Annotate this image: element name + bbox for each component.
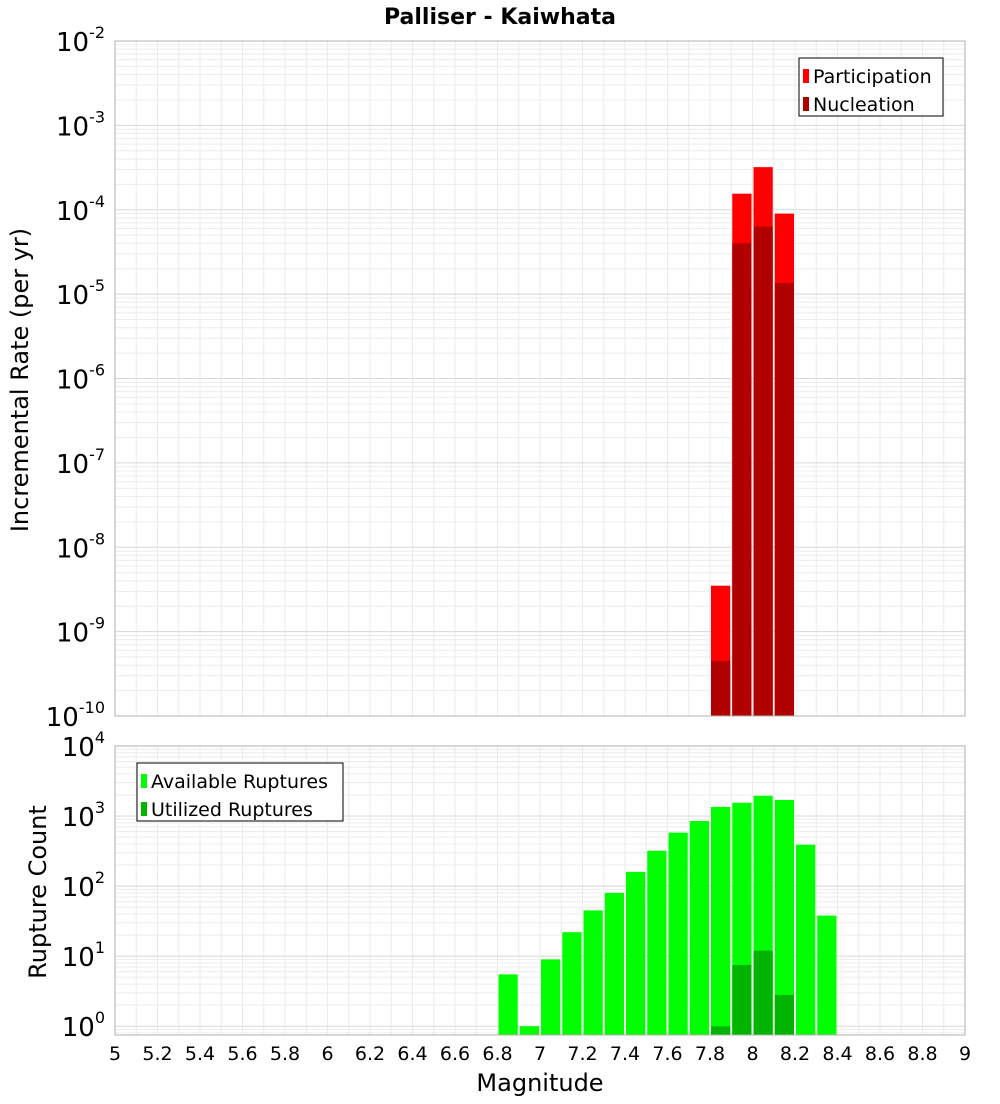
- legend-swatch: [803, 69, 809, 83]
- x-axis-label: Magnitude: [476, 1069, 603, 1097]
- y-tick-label-0: 10-7: [56, 445, 105, 480]
- x-tick-label: 7.6: [652, 1043, 682, 1065]
- bar-available-ruptures-7.05: [541, 959, 561, 1035]
- legend-0: Participation Nucleation: [798, 57, 944, 117]
- bar-available-ruptures-6.85: [498, 974, 518, 1035]
- legend-swatch: [141, 774, 147, 788]
- y-tick-label-1: 101: [62, 938, 105, 973]
- y-tick-label-0: 10-4: [56, 192, 105, 227]
- legend-swatch: [803, 97, 809, 111]
- legend-1: Available Ruptures Utilized Ruptures: [136, 762, 344, 822]
- top-plot-area: 10-10 10-9 10-8 10-7 10-6 10-5 10-4 10-3 10-2 Par…: [46, 23, 966, 733]
- top-y-axis-label: Incremental Rate (per yr): [6, 228, 34, 532]
- bottom-y-axis-label: Rupture Count: [24, 805, 52, 979]
- bar-nucleation-7.85: [711, 660, 731, 716]
- legend-label: Participation: [813, 66, 932, 88]
- y-tick-label-0: 10-5: [56, 276, 105, 311]
- bar-utilized-ruptures-7.95: [732, 964, 752, 1035]
- y-tick-label-0: 10-2: [56, 23, 105, 58]
- bar-available-ruptures-8.25: [796, 844, 816, 1035]
- y-tick-label-1: 103: [62, 798, 105, 833]
- x-tick-label: 5.8: [270, 1043, 300, 1065]
- grid-lines-0: [114, 40, 966, 717]
- bar-available-ruptures-7.55: [647, 850, 667, 1035]
- x-tick-label: 8.4: [822, 1043, 852, 1065]
- bar-utilized-ruptures-8.05: [753, 950, 773, 1035]
- bar-available-ruptures-7.35: [604, 892, 624, 1035]
- x-tick-label: 5.2: [142, 1043, 172, 1065]
- bar-available-ruptures-8.35: [817, 915, 837, 1035]
- x-tick-label: 8.6: [865, 1043, 895, 1065]
- x-tick-label: 9: [959, 1043, 971, 1065]
- bar-nucleation-8.05: [753, 226, 773, 716]
- bar-available-ruptures-6.95: [519, 1026, 539, 1035]
- bar-available-ruptures-7.25: [583, 910, 603, 1035]
- bar-utilized-ruptures-7.85: [711, 1026, 731, 1035]
- x-tick-label: 8.2: [780, 1043, 810, 1065]
- bar-available-ruptures-8.15: [774, 799, 794, 1035]
- x-tick-label: 8.8: [907, 1043, 937, 1065]
- y-tick-label-1: 100: [62, 1008, 105, 1043]
- x-tick-label: 5.4: [185, 1043, 215, 1065]
- y-tick-label-0: 10-3: [56, 107, 105, 142]
- x-tick-label: 7.4: [610, 1043, 640, 1065]
- y-tick-label-0: 10-10: [46, 698, 105, 733]
- x-tick-label: 6.4: [397, 1043, 427, 1065]
- y-tick-label-0: 10-8: [56, 529, 105, 564]
- bar-available-ruptures-7.85: [711, 806, 731, 1035]
- y-tick-label-0: 10-6: [56, 361, 105, 396]
- bar-nucleation-7.95: [732, 243, 752, 717]
- y-tick-label-0: 10-9: [56, 614, 105, 649]
- bar-available-ruptures-7.65: [668, 832, 688, 1035]
- y-tick-label-1: 104: [62, 728, 105, 763]
- plot-frame-1: [114, 745, 966, 1036]
- legend-label: Nucleation: [813, 94, 915, 116]
- x-tick-label: 7: [534, 1043, 546, 1065]
- x-tick-label: 5.6: [227, 1043, 257, 1065]
- bar-nucleation-8.15: [774, 283, 794, 716]
- x-tick-label: 6: [321, 1043, 333, 1065]
- x-tick-label: 6.8: [482, 1043, 512, 1065]
- bar-utilized-ruptures-8.15: [774, 994, 794, 1035]
- bar-available-ruptures-7.15: [562, 932, 582, 1035]
- legend-swatch: [141, 802, 147, 816]
- bottom-plot-area: 100 101 102 103 104 5 5.2 5.4 5.6 5.8 6 6.2 6.4 6.6 6.…: [62, 728, 971, 1065]
- legend-label: Utilized Ruptures: [151, 799, 313, 821]
- bar-available-ruptures-7.45: [626, 871, 646, 1035]
- x-tick-label: 7.2: [567, 1043, 597, 1065]
- bar-available-ruptures-7.75: [689, 821, 709, 1035]
- x-tick-label: 7.8: [695, 1043, 725, 1065]
- x-tick-label: 5: [109, 1043, 121, 1065]
- legend-label: Available Ruptures: [151, 771, 328, 793]
- plot-frame-0: [114, 40, 966, 717]
- x-tick-label: 6.2: [355, 1043, 385, 1065]
- chart-title: Palliser - Kaiwhata: [384, 5, 616, 30]
- y-tick-label-1: 102: [62, 868, 105, 903]
- x-tick-label: 8: [746, 1043, 758, 1065]
- x-tick-label: 6.6: [440, 1043, 470, 1065]
